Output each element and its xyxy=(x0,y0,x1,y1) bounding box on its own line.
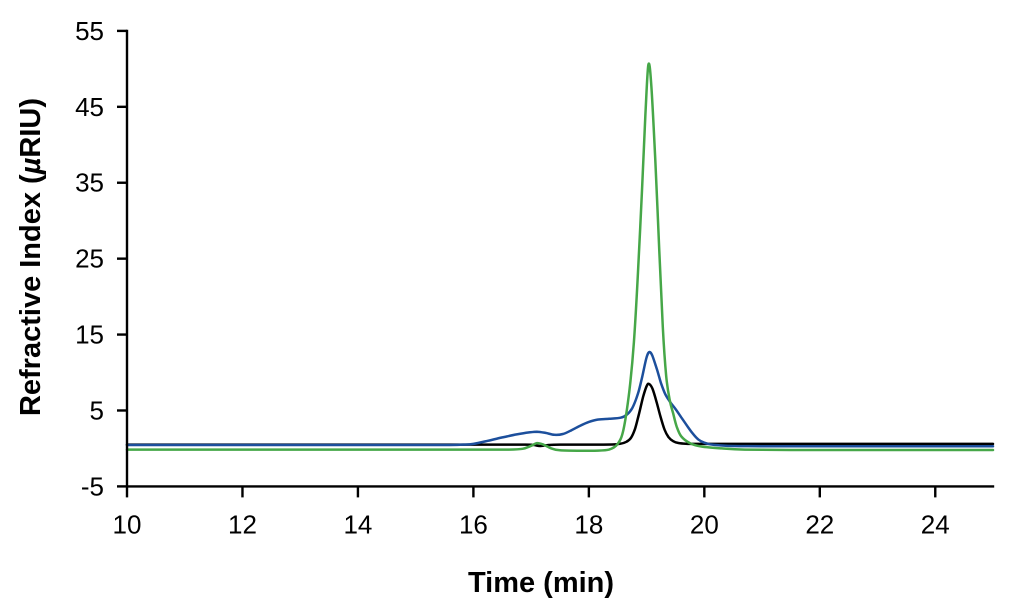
y-tick-label: 45 xyxy=(75,92,104,122)
y-axis-title: Refractive Index (µRIU) xyxy=(15,98,47,416)
series-line-black-trace xyxy=(125,382,995,448)
x-tick-label: 24 xyxy=(921,509,950,539)
mu-symbol: µ xyxy=(15,157,47,175)
y-tick-label: 5 xyxy=(90,395,104,425)
series-line-blue-trace xyxy=(125,350,995,448)
x-tick-label: 22 xyxy=(805,509,834,539)
y-tick-label: 35 xyxy=(75,168,104,198)
x-tick-label: 14 xyxy=(343,509,372,539)
x-tick-label: 18 xyxy=(574,509,603,539)
y-axis-title-suffix: RIU) xyxy=(15,98,47,158)
x-tick-label: 16 xyxy=(459,509,488,539)
series-layer xyxy=(125,62,995,453)
y-tick-label: 15 xyxy=(75,320,104,350)
axes-layer: 10 12 14 16 18 20 22 24 -5 5 15 25 35 45 55 xyxy=(75,16,995,539)
y-axis-title-prefix: Refractive Index ( xyxy=(15,174,47,416)
x-tick-label: 12 xyxy=(228,509,257,539)
x-tick-label: 10 xyxy=(113,509,142,539)
x-axis-title: Time (min) xyxy=(468,567,614,599)
series-line-green-trace xyxy=(125,62,995,453)
axis-lines xyxy=(125,29,995,488)
y-tick-label: 25 xyxy=(75,244,104,274)
y-tick-label: -5 xyxy=(81,471,104,501)
y-tick-label: 55 xyxy=(75,16,104,46)
x-tick-label: 20 xyxy=(690,509,719,539)
